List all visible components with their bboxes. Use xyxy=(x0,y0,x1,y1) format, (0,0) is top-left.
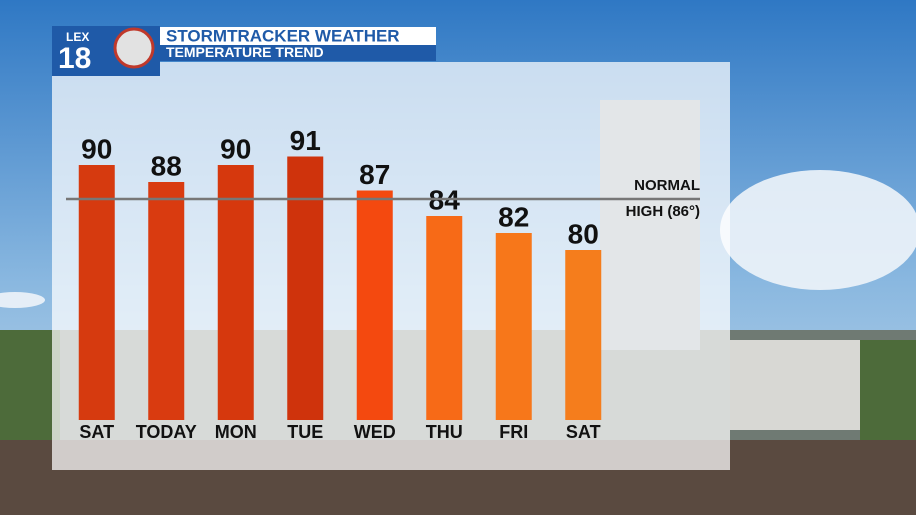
bar xyxy=(148,182,185,420)
bar xyxy=(426,216,463,420)
x-tick-label: SAT xyxy=(566,422,601,442)
x-tick-label: TUE xyxy=(287,422,323,442)
value-label: 87 xyxy=(359,159,390,190)
x-tick-label: SAT xyxy=(79,422,114,442)
reference-label: HIGH (86°) xyxy=(626,203,700,220)
bar xyxy=(565,250,602,420)
value-label: 90 xyxy=(220,133,251,164)
x-tick-label: WED xyxy=(354,422,396,442)
bar xyxy=(356,190,393,420)
x-tick-label: FRI xyxy=(499,422,528,442)
subtitle-bar xyxy=(160,45,436,61)
logo-number: 18 xyxy=(58,42,91,75)
logo-text: LEX xyxy=(66,30,89,44)
value-label: 80 xyxy=(568,218,599,249)
cloud xyxy=(720,170,916,290)
title-bar xyxy=(160,27,436,45)
value-label: 82 xyxy=(498,201,529,232)
chart-subtitle: TEMPERATURE TREND xyxy=(166,44,324,60)
bar xyxy=(217,165,254,420)
chart-title: STORMTRACKER WEATHER xyxy=(166,26,400,45)
value-label: 91 xyxy=(290,125,321,156)
logo-globe xyxy=(113,27,155,69)
reference-label: NORMAL xyxy=(634,177,700,194)
cloud xyxy=(0,292,45,308)
x-tick-label: TODAY xyxy=(136,422,197,442)
bar xyxy=(78,165,115,420)
value-label: 90 xyxy=(81,133,112,164)
x-tick-label: MON xyxy=(215,422,257,442)
x-tick-label: THU xyxy=(426,422,463,442)
value-label: 88 xyxy=(151,150,182,181)
bar xyxy=(495,233,532,420)
bar xyxy=(287,156,324,420)
